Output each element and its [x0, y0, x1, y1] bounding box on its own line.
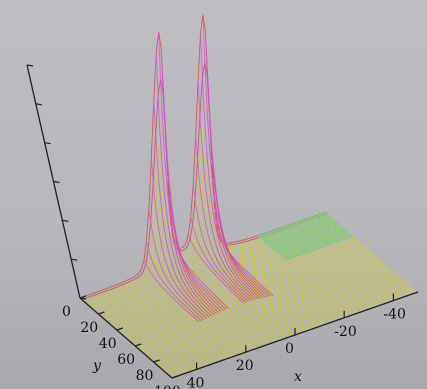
y-axis-title: y [92, 358, 102, 374]
y-tick [153, 359, 160, 363]
x-axis-title: x [294, 369, 302, 385]
surface-row-line [155, 277, 402, 364]
peak-mesh-line [155, 51, 212, 317]
far-edge-line [280, 232, 351, 258]
peak-mesh-line [153, 100, 210, 318]
surface-row-line [136, 261, 384, 348]
far-edge-line [284, 235, 354, 261]
y-tick-label: 60 [117, 352, 135, 368]
y-tick-label: 80 [136, 368, 154, 384]
y-tick [98, 311, 105, 315]
y-ticks: 0 20406080100 [62, 295, 181, 389]
x-tick-label: -40 [383, 307, 406, 323]
y-tick-label: 100 [154, 384, 181, 389]
y-tick [135, 343, 142, 347]
y-tick-label: 20 [80, 320, 98, 336]
far-edge-line [266, 219, 336, 245]
surface-row-line [144, 267, 391, 355]
far-edge-line [277, 229, 347, 254]
z-tick [71, 258, 78, 261]
y-tick-label: 0 [62, 304, 71, 320]
y-tick [79, 295, 87, 299]
peak-mesh-line [207, 79, 264, 299]
far-edge-line [282, 233, 352, 259]
peak-mesh-line [205, 32, 262, 299]
z-tick [35, 103, 42, 106]
surface-row-line [151, 274, 398, 361]
y-tick [116, 327, 123, 331]
surface-row-line [160, 282, 408, 369]
surface-mesh [79, 14, 419, 379]
peak-mesh-line [197, 79, 254, 301]
peak-mesh-line [200, 32, 257, 300]
far-edge-line [262, 216, 332, 242]
surface-row-line [149, 272, 397, 360]
peak-mesh-line [190, 217, 247, 303]
z-tick [53, 180, 60, 184]
peak-mesh-line [202, 14, 259, 300]
far-edge-line [269, 222, 340, 248]
peak-mesh-line [163, 93, 220, 314]
surface-row-line [146, 269, 393, 356]
z-tick [26, 64, 34, 67]
surface-row-line [170, 290, 417, 377]
far-edge-line [275, 227, 345, 253]
y-axis-line [79, 297, 173, 379]
surface-row-line [162, 283, 409, 371]
surface-row-line [147, 270, 395, 358]
far-edge-line [273, 225, 343, 251]
far-edge-line [279, 230, 349, 256]
far-edge-line [268, 221, 338, 246]
peak-mesh-line [187, 234, 244, 304]
surface-row-line [164, 285, 411, 372]
z-tick [44, 142, 51, 145]
far-edge-line [256, 211, 327, 237]
peak-mesh-line [143, 259, 200, 323]
surface-row-line [138, 262, 386, 350]
y-tick [171, 375, 179, 379]
surface-row-line [168, 288, 415, 376]
x-ticks: 40 20 0 -20 -40 [187, 293, 406, 389]
surface-row-line [140, 264, 387, 352]
far-edge-line [271, 224, 341, 250]
far-edge-line [260, 214, 330, 240]
surface-row-line [153, 275, 400, 363]
peak-mesh-line [158, 31, 215, 316]
peak-mesh-line [195, 136, 252, 302]
far-edge-line [264, 217, 334, 243]
peak-mesh-line [145, 240, 202, 322]
y-tick-label: 40 [99, 336, 117, 352]
peak-mesh-line [150, 157, 207, 319]
x-tick-label: 0 [285, 341, 294, 357]
x-tick-label: 20 [236, 358, 254, 374]
surface-row-line [158, 280, 406, 368]
surface-row-line [142, 266, 389, 353]
surface-row-line [157, 278, 404, 366]
peak-mesh-line [148, 207, 205, 321]
x-tick-label: 40 [187, 375, 205, 389]
surface-row-line [166, 286, 413, 374]
far-edge-line [258, 213, 328, 238]
z-tick [62, 219, 69, 222]
peak-mesh-line [192, 184, 249, 302]
peak-mesh-line [160, 48, 217, 315]
x-tick-label: -20 [334, 324, 357, 340]
